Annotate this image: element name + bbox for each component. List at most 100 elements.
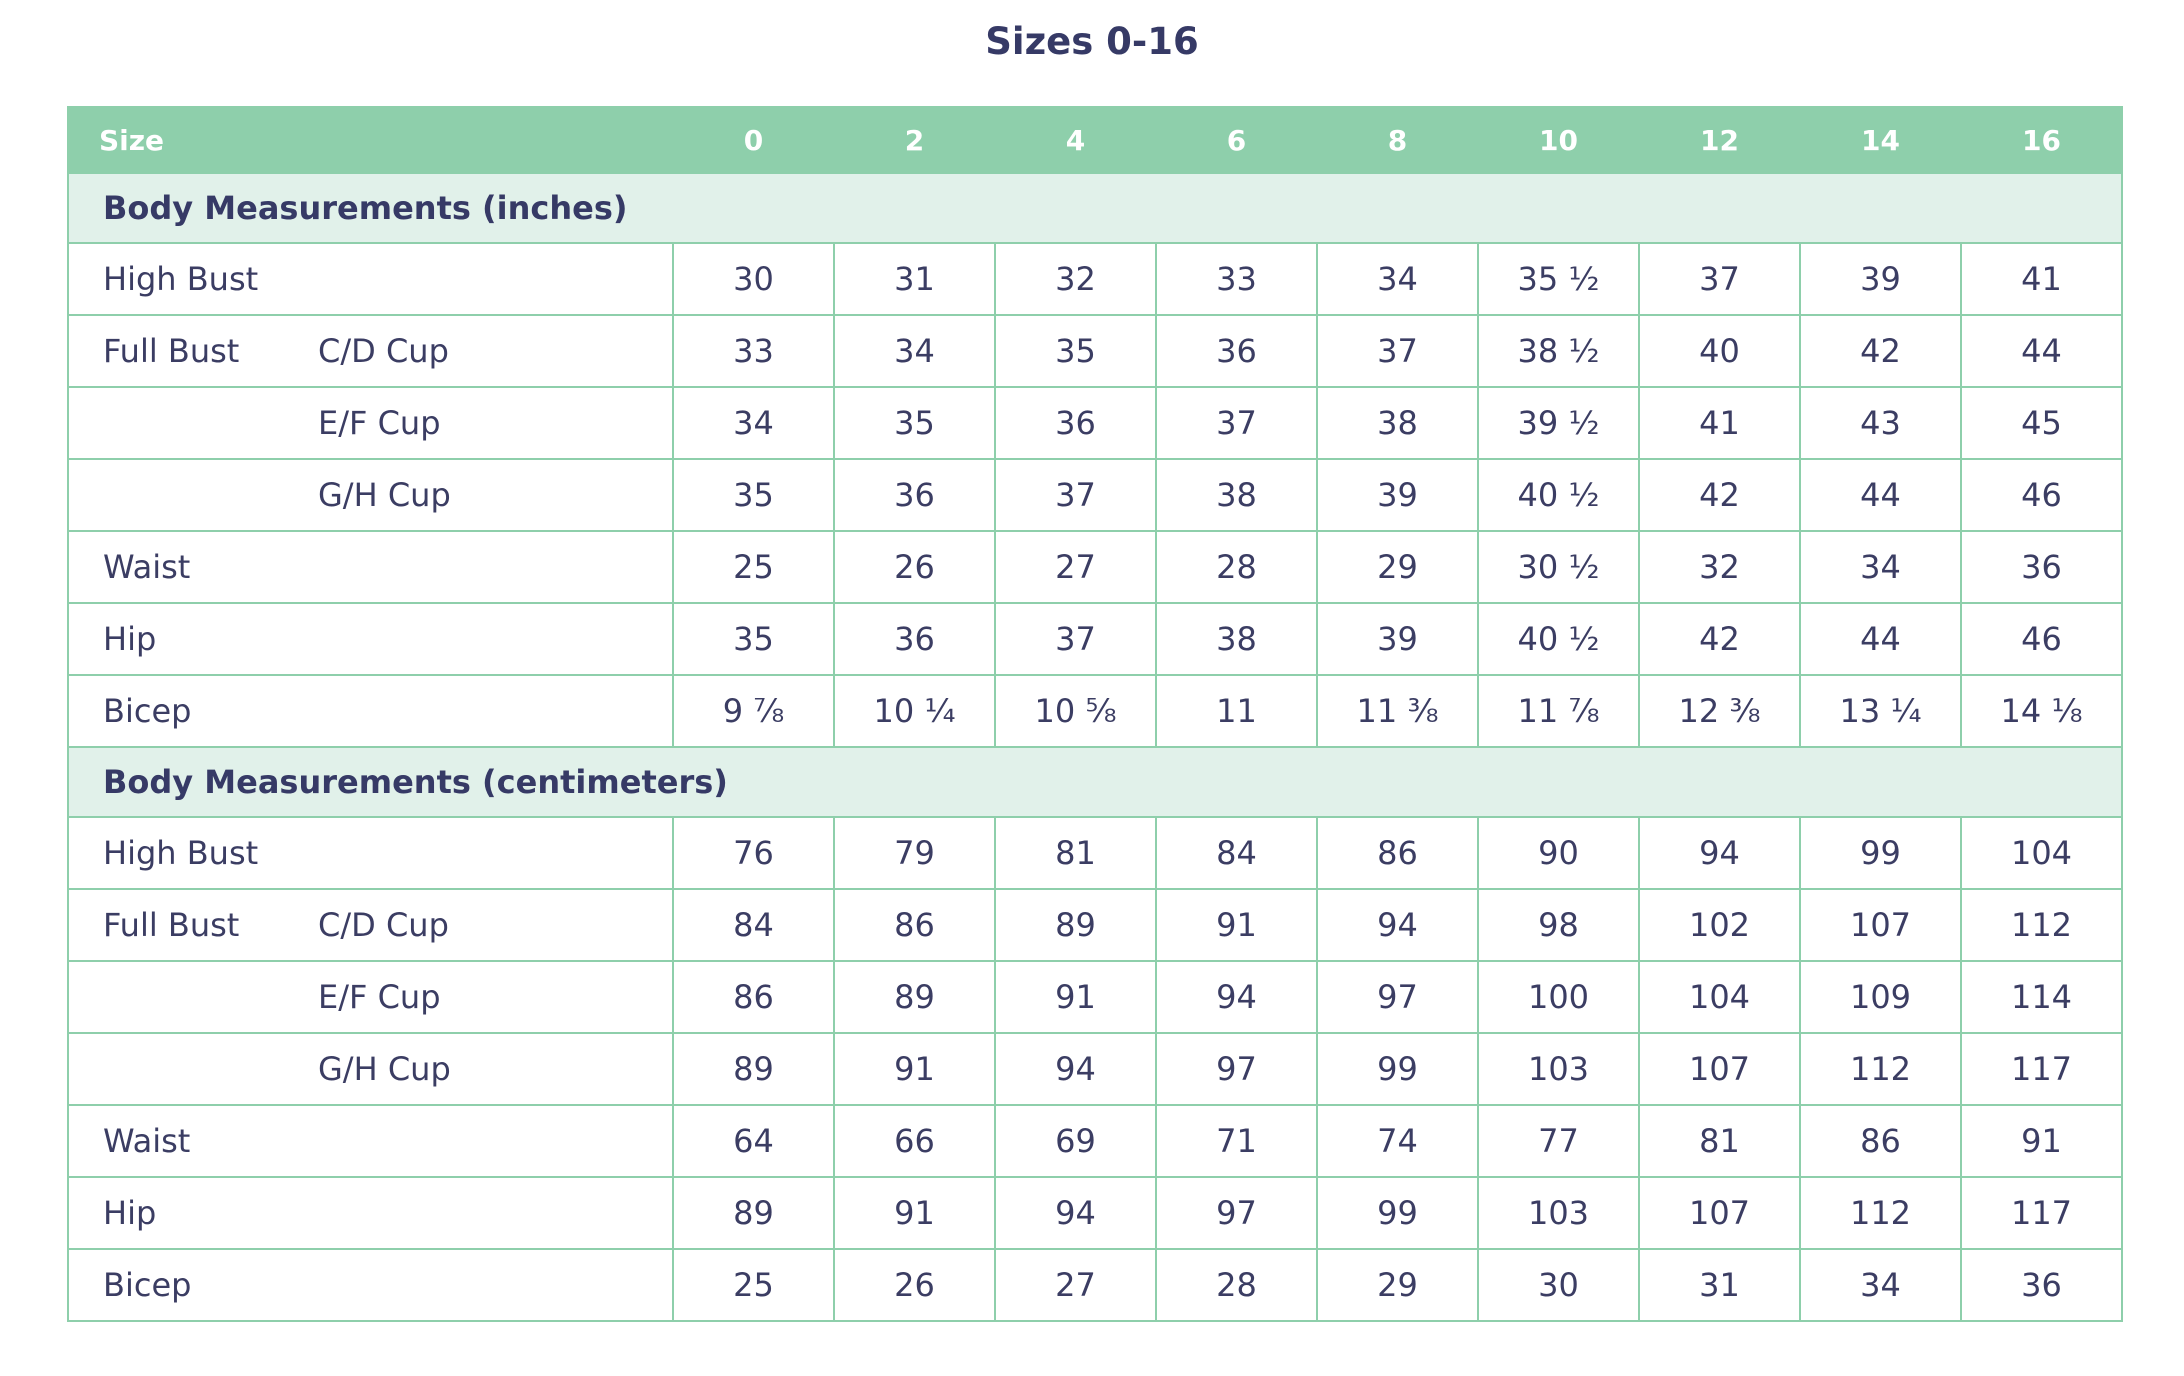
value-cell: 26 (833, 1248, 996, 1322)
value-cell: 36 (994, 386, 1157, 460)
value-cell: 94 (1155, 960, 1318, 1034)
value-cell: 32 (994, 242, 1157, 316)
row-sublabel: G/H Cup (318, 1050, 451, 1088)
row-label: Bicep (103, 1266, 192, 1304)
value-cell: 103 (1477, 1176, 1640, 1250)
value-cell: 42 (1638, 602, 1801, 676)
value-cell: 91 (833, 1032, 996, 1106)
row-label-cell: Full Bust C/D Cup (67, 314, 674, 388)
value-cell: 34 (1799, 530, 1962, 604)
value-cell: 39 (1799, 242, 1962, 316)
value-cell: 25 (672, 1248, 835, 1322)
value-cell: 64 (672, 1104, 835, 1178)
value-cell: 91 (1155, 888, 1318, 962)
data-row: G/H Cup 35 36 37 38 39 40 ½ 42 44 46 (67, 458, 2123, 532)
row-label-cell: Bicep (67, 1248, 674, 1322)
value-cell: 99 (1316, 1176, 1479, 1250)
value-cell: 117 (1960, 1032, 2123, 1106)
row-sublabel: E/F Cup (318, 404, 441, 442)
data-row: Waist 25 26 27 28 29 30 ½ 32 34 36 (67, 530, 2123, 604)
value-cell: 77 (1477, 1104, 1640, 1178)
data-row: Bicep 9 ⅞ 10 ¼ 10 ⅝ 11 11 ⅜ 11 ⅞ 12 ⅜ 13 ¼ 14 ⅛ (67, 674, 2123, 748)
value-cell: 38 (1316, 386, 1479, 460)
row-label: Waist (103, 548, 191, 586)
value-cell: 89 (672, 1032, 835, 1106)
row-label-cell: Bicep (67, 674, 674, 748)
row-label-cell: Hip (67, 602, 674, 676)
row-sublabel: C/D Cup (318, 906, 449, 944)
column-header: 12 (1638, 106, 1801, 174)
row-label-cell: Full Bust C/D Cup (67, 888, 674, 962)
value-cell: 81 (1638, 1104, 1801, 1178)
value-cell: 40 (1638, 314, 1801, 388)
section-title: Body Measurements (inches) (67, 172, 2123, 244)
row-label-cell: G/H Cup (67, 1032, 674, 1106)
data-row: E/F Cup 86 89 91 94 97 100 104 109 114 (67, 960, 2123, 1034)
value-cell: 39 ½ (1477, 386, 1640, 460)
value-cell: 43 (1799, 386, 1962, 460)
value-cell: 34 (1316, 242, 1479, 316)
value-cell: 36 (1960, 530, 2123, 604)
row-label-cell: High Bust (67, 242, 674, 316)
value-cell: 30 (672, 242, 835, 316)
value-cell: 97 (1316, 960, 1479, 1034)
value-cell: 40 ½ (1477, 602, 1640, 676)
value-cell: 45 (1960, 386, 2123, 460)
value-cell: 69 (994, 1104, 1157, 1178)
value-cell: 38 (1155, 602, 1318, 676)
value-cell: 44 (1960, 314, 2123, 388)
row-label: Hip (103, 620, 157, 658)
data-row: High Bust 30 31 32 33 34 35 ½ 37 39 41 (67, 242, 2123, 316)
value-cell: 41 (1960, 242, 2123, 316)
value-cell: 46 (1960, 602, 2123, 676)
title: Sizes 0-16 (985, 20, 1199, 63)
value-cell: 99 (1799, 816, 1962, 890)
value-cell: 86 (672, 960, 835, 1034)
data-row: Full Bust C/D Cup 84 86 89 91 94 98 102 107 112 (67, 888, 2123, 962)
table-body: Body Measurements (inches) High Bust 30 31 3… (67, 172, 2123, 1322)
value-cell: 98 (1477, 888, 1640, 962)
data-row: High Bust 76 79 81 84 86 90 94 99 104 (67, 816, 2123, 890)
value-cell: 42 (1638, 458, 1801, 532)
row-label-cell: E/F Cup (67, 960, 674, 1034)
value-cell: 109 (1799, 960, 1962, 1034)
value-cell: 25 (672, 530, 835, 604)
value-cell: 89 (994, 888, 1157, 962)
row-label-cell: Waist (67, 1104, 674, 1178)
value-cell: 114 (1960, 960, 2123, 1034)
data-row: Bicep 25 26 27 28 29 30 31 34 36 (67, 1248, 2123, 1322)
value-cell: 10 ¼ (833, 674, 996, 748)
value-cell: 39 (1316, 458, 1479, 532)
value-cell: 28 (1155, 1248, 1318, 1322)
value-cell: 34 (1799, 1248, 1962, 1322)
row-label-cell: G/H Cup (67, 458, 674, 532)
column-header: 14 (1799, 106, 1962, 174)
value-cell: 35 (672, 602, 835, 676)
row-label: High Bust (103, 834, 259, 872)
row-label-cell: High Bust (67, 816, 674, 890)
value-cell: 38 (1155, 458, 1318, 532)
value-cell: 36 (1960, 1248, 2123, 1322)
value-cell: 99 (1316, 1032, 1479, 1106)
value-cell: 26 (833, 530, 996, 604)
table-head: Size 0 2 4 6 8 10 12 14 16 (67, 106, 2123, 174)
value-cell: 12 ⅜ (1638, 674, 1801, 748)
value-cell: 103 (1477, 1032, 1640, 1106)
row-label: Full Bust (103, 332, 240, 370)
column-header: 10 (1477, 106, 1640, 174)
value-cell: 79 (833, 816, 996, 890)
value-cell: 44 (1799, 602, 1962, 676)
value-cell: 66 (833, 1104, 996, 1178)
row-label: Waist (103, 1122, 191, 1160)
section-row: Body Measurements (centimeters) (67, 746, 2123, 818)
column-header: 8 (1316, 106, 1479, 174)
value-cell: 91 (1960, 1104, 2123, 1178)
value-cell: 86 (1316, 816, 1479, 890)
data-row: Full Bust C/D Cup 33 34 35 36 37 38 ½ 40 42 44 (67, 314, 2123, 388)
data-row: E/F Cup 34 35 36 37 38 39 ½ 41 43 45 (67, 386, 2123, 460)
value-cell: 86 (833, 888, 996, 962)
value-cell: 30 (1477, 1248, 1640, 1322)
row-label: Full Bust (103, 906, 240, 944)
value-cell: 33 (1155, 242, 1318, 316)
value-cell: 39 (1316, 602, 1479, 676)
